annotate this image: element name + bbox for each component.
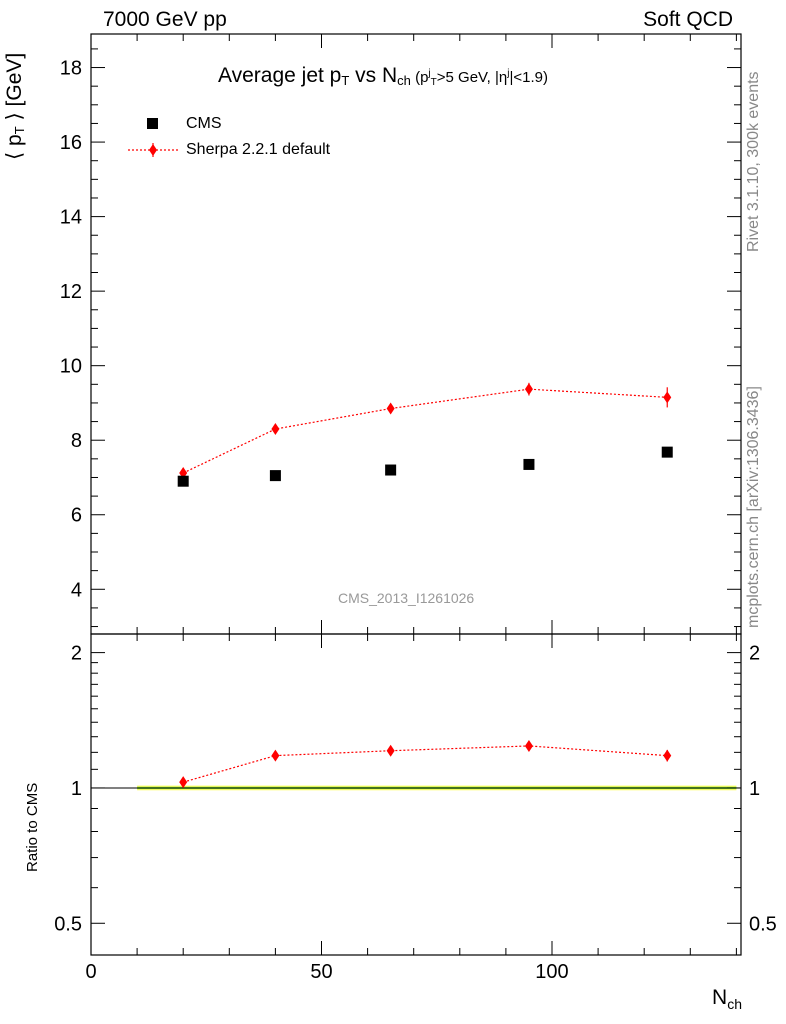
legend-marker-sherpa — [149, 144, 157, 156]
title-main: Average jet p — [218, 64, 342, 87]
sherpa-ratio-point — [663, 749, 672, 762]
y-label-head: ⟨ p — [3, 134, 26, 160]
x-tick-label: 100 — [535, 961, 568, 983]
title-cut-mid: >5 GeV, |η — [436, 69, 508, 86]
y-tick-label-main: 12 — [60, 281, 82, 303]
x-axis-label: Nch — [712, 986, 742, 1012]
x-label-head: N — [712, 986, 728, 1009]
sherpa-main-point — [524, 383, 533, 396]
y-tick-label-main: 6 — [71, 505, 82, 527]
legend-label-cms: CMS — [186, 115, 222, 132]
cms-point — [269, 470, 281, 482]
y-tick-label-main: 4 — [71, 579, 82, 601]
sherpa-ratio-point — [179, 776, 188, 789]
ratio-panel-frame — [90, 633, 742, 956]
y-label-tail: ⟩ [GeV] — [3, 52, 26, 127]
y-axis-label-ratio: Ratio to CMS — [24, 782, 41, 872]
title-cut-sup2: j — [507, 68, 510, 79]
y-tick-label-main: 8 — [71, 430, 82, 452]
x-tick-label: 50 — [310, 961, 332, 983]
sherpa-ratio-point — [271, 749, 280, 762]
cms-point — [177, 475, 189, 487]
sherpa-ratio-point — [524, 739, 533, 752]
sherpa-main-line — [182, 388, 668, 474]
y-axis-label-main: ⟨ pT ⟩ [GeV] — [2, 53, 27, 160]
y-tick-label-main: 18 — [60, 58, 82, 80]
sherpa-main-point — [271, 423, 280, 436]
y-tick-label-main: 16 — [60, 132, 82, 154]
y-tick-label-ratio-left: 0.5 — [54, 913, 82, 935]
process-label: Soft QCD — [643, 8, 733, 31]
plot-title: Average jet pT vs Nch (pjT>5 GeV, |ηj|<1… — [218, 64, 548, 88]
title-cut-close: |<1.9) — [509, 69, 548, 86]
cms-point — [523, 458, 535, 470]
x-tick-label: 0 — [85, 961, 96, 983]
y-tick-label-main: 14 — [60, 207, 82, 229]
cms-point — [661, 446, 673, 458]
rivet-version-label: Rivet 3.1.10, 300k events — [745, 71, 762, 252]
title-cut-sup: j — [428, 68, 431, 79]
beam-energy-label: 7000 GeV pp — [103, 8, 227, 31]
sherpa-ratio-line — [183, 745, 668, 783]
legend-label-sherpa: Sherpa 2.2.1 default — [186, 141, 331, 158]
y-tick-label-ratio-right: 2 — [749, 643, 760, 665]
title-vs-sub: ch — [397, 73, 411, 88]
x-label-sub: ch — [727, 996, 742, 1012]
y-tick-label-main: 10 — [60, 356, 82, 378]
y-tick-label-ratio-left: 1 — [71, 778, 82, 800]
legend-marker-cms — [147, 118, 158, 129]
y-tick-label-ratio-left: 2 — [71, 643, 82, 665]
analysis-watermark: CMS_2013_I1261026 — [338, 590, 475, 606]
cms-point — [385, 464, 397, 476]
title-cut-open: (p — [410, 69, 429, 86]
sherpa-main-point — [663, 391, 672, 404]
y-tick-label-ratio-right: 0.5 — [749, 913, 777, 935]
mcplots-reference-label: mcplots.cern.ch [arXiv:1306.3436] — [745, 386, 762, 628]
sherpa-main-point — [386, 402, 395, 415]
title-main-sub: T — [341, 73, 350, 88]
title-vs: vs N — [349, 64, 398, 87]
y-label-sub: T — [12, 126, 27, 135]
title-cuts: (pjT>5 GeV, |ηj|<1.9) — [410, 68, 548, 88]
title-cut-sub: T — [430, 77, 437, 88]
sherpa-ratio-point — [386, 744, 395, 757]
y-tick-label-ratio-right: 1 — [749, 778, 760, 800]
